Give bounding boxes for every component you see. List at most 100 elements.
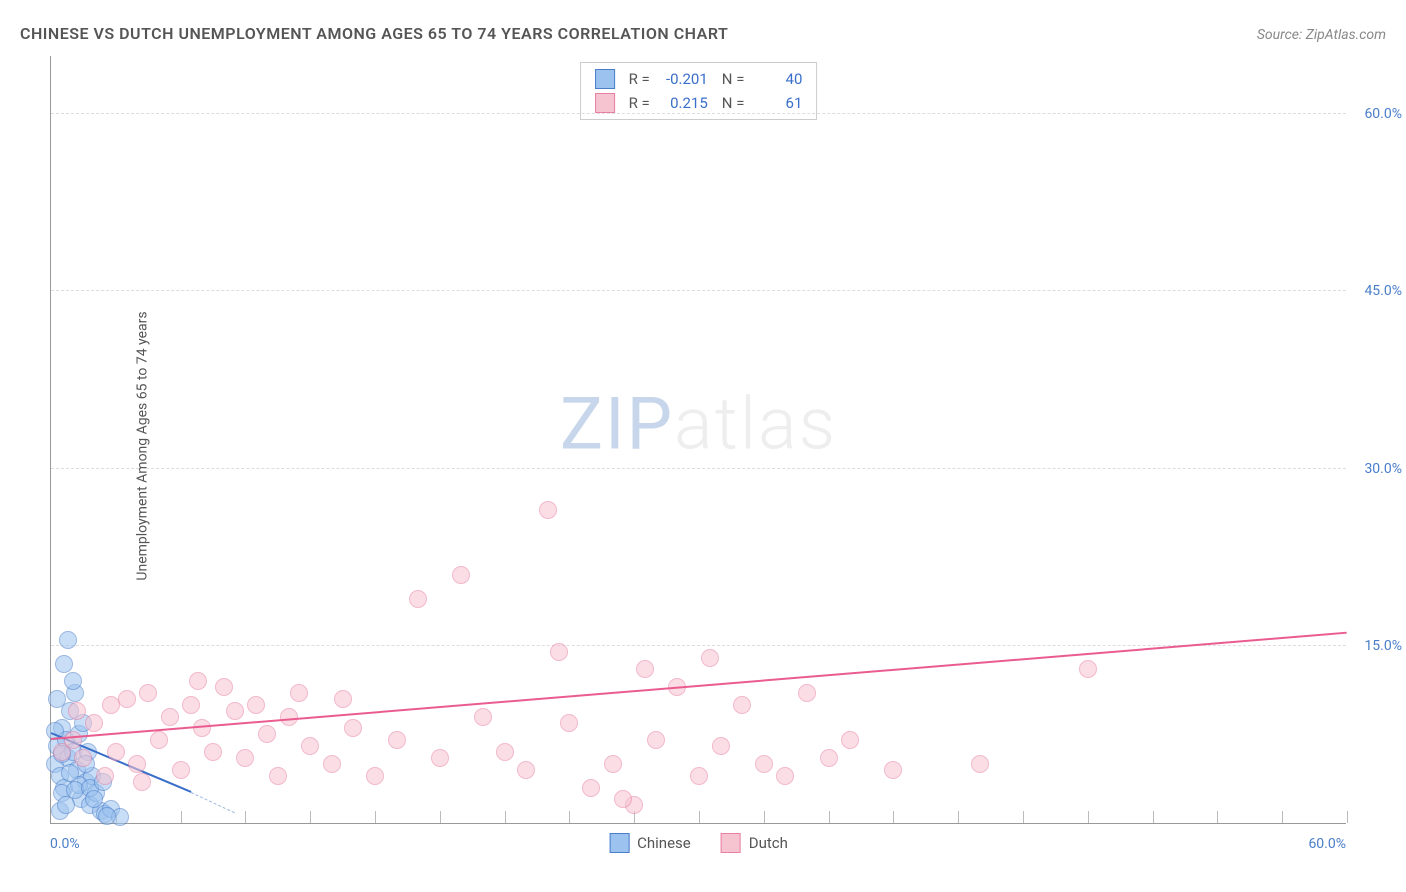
- series-legend: Chinese Dutch: [609, 833, 788, 853]
- data-point: [884, 761, 902, 779]
- x-tick: [245, 811, 246, 823]
- x-tick: [375, 811, 376, 823]
- data-point: [269, 767, 287, 785]
- data-point: [776, 767, 794, 785]
- data-point: [452, 566, 470, 584]
- watermark-atlas: atlas: [674, 382, 837, 467]
- data-point: [712, 737, 730, 755]
- x-tick: [181, 811, 182, 823]
- x-tick: [893, 811, 894, 823]
- data-point: [431, 749, 449, 767]
- data-point: [820, 749, 838, 767]
- data-point: [236, 749, 254, 767]
- data-point: [68, 702, 86, 720]
- x-tick: [1217, 811, 1218, 823]
- chart-title: CHINESE VS DUTCH UNEMPLOYMENT AMONG AGES…: [20, 24, 728, 43]
- data-point: [96, 767, 114, 785]
- data-point: [55, 655, 73, 673]
- y-tick-label: 45.0%: [1364, 283, 1402, 299]
- data-point: [98, 807, 116, 825]
- r-label: R =: [629, 94, 650, 112]
- data-point: [560, 714, 578, 732]
- data-point: [258, 725, 276, 743]
- data-point: [755, 755, 773, 773]
- data-point: [323, 755, 341, 773]
- gridline-horizontal: [51, 113, 1346, 114]
- n-label: N =: [722, 70, 745, 88]
- data-point: [733, 696, 751, 714]
- data-point: [150, 731, 168, 749]
- x-tick: [958, 811, 959, 823]
- data-point: [496, 743, 514, 761]
- x-tick: [440, 811, 441, 823]
- n-value: 61: [752, 94, 802, 112]
- n-value: 40: [752, 70, 802, 88]
- x-tick: [1153, 811, 1154, 823]
- data-point: [48, 690, 66, 708]
- chart-header: CHINESE VS DUTCH UNEMPLOYMENT AMONG AGES…: [20, 24, 1386, 43]
- data-point: [57, 796, 75, 814]
- data-point: [193, 719, 211, 737]
- legend-swatch: [595, 93, 615, 113]
- data-point: [301, 737, 319, 755]
- gridline-horizontal: [51, 290, 1346, 291]
- data-point: [128, 755, 146, 773]
- data-point: [161, 708, 179, 726]
- data-point: [64, 672, 82, 690]
- x-tick: [699, 811, 700, 823]
- legend-stat-row: R = -0.201 N = 40: [595, 67, 803, 91]
- data-point: [841, 731, 859, 749]
- data-point: [1079, 660, 1097, 678]
- gridline-horizontal: [51, 468, 1346, 469]
- x-tick: [310, 811, 311, 823]
- x-tick: [505, 811, 506, 823]
- y-tick-label: 15.0%: [1364, 638, 1402, 654]
- data-point: [409, 590, 427, 608]
- legend-swatch: [595, 69, 615, 89]
- x-tick: [829, 811, 830, 823]
- watermark: ZIPatlas: [560, 382, 837, 467]
- x-origin-label: 0.0%: [50, 836, 80, 852]
- data-point: [366, 767, 384, 785]
- data-point: [614, 790, 632, 808]
- y-tick-label: 30.0%: [1364, 461, 1402, 477]
- data-point: [204, 743, 222, 761]
- data-point: [182, 696, 200, 714]
- x-tick: [1347, 811, 1348, 823]
- data-point: [971, 755, 989, 773]
- data-point: [388, 731, 406, 749]
- data-point: [290, 684, 308, 702]
- data-point: [85, 714, 103, 732]
- data-point: [139, 684, 157, 702]
- data-point: [690, 767, 708, 785]
- data-point: [582, 779, 600, 797]
- x-tick: [764, 811, 765, 823]
- legend-series-label: Dutch: [749, 834, 788, 852]
- n-label: N =: [722, 94, 745, 112]
- x-max-label: 60.0%: [1308, 836, 1346, 852]
- data-point: [64, 731, 82, 749]
- data-point: [247, 696, 265, 714]
- scatter-plot: ZIPatlas R =-0.201N =40R =0.215N =61 Chi…: [50, 56, 1346, 824]
- data-point: [474, 708, 492, 726]
- legend-series-item: Dutch: [721, 833, 788, 853]
- x-tick: [569, 811, 570, 823]
- gridline-horizontal: [51, 645, 1346, 646]
- data-point: [647, 731, 665, 749]
- data-point: [61, 764, 79, 782]
- source-label: Source: ZipAtlas.com: [1257, 27, 1386, 43]
- legend-swatch: [721, 833, 741, 853]
- data-point: [280, 708, 298, 726]
- data-point: [107, 743, 125, 761]
- trend-line: [51, 632, 1347, 740]
- legend-stat-row: R =0.215N =61: [595, 91, 803, 115]
- data-point: [344, 719, 362, 737]
- watermark-zip: ZIP: [560, 382, 674, 467]
- trend-line-extension: [191, 793, 235, 814]
- data-point: [172, 761, 190, 779]
- r-value: -0.201: [658, 70, 708, 88]
- r-label: R =: [629, 70, 650, 88]
- legend-series-item: Chinese: [609, 833, 691, 853]
- data-point: [636, 660, 654, 678]
- data-point: [189, 672, 207, 690]
